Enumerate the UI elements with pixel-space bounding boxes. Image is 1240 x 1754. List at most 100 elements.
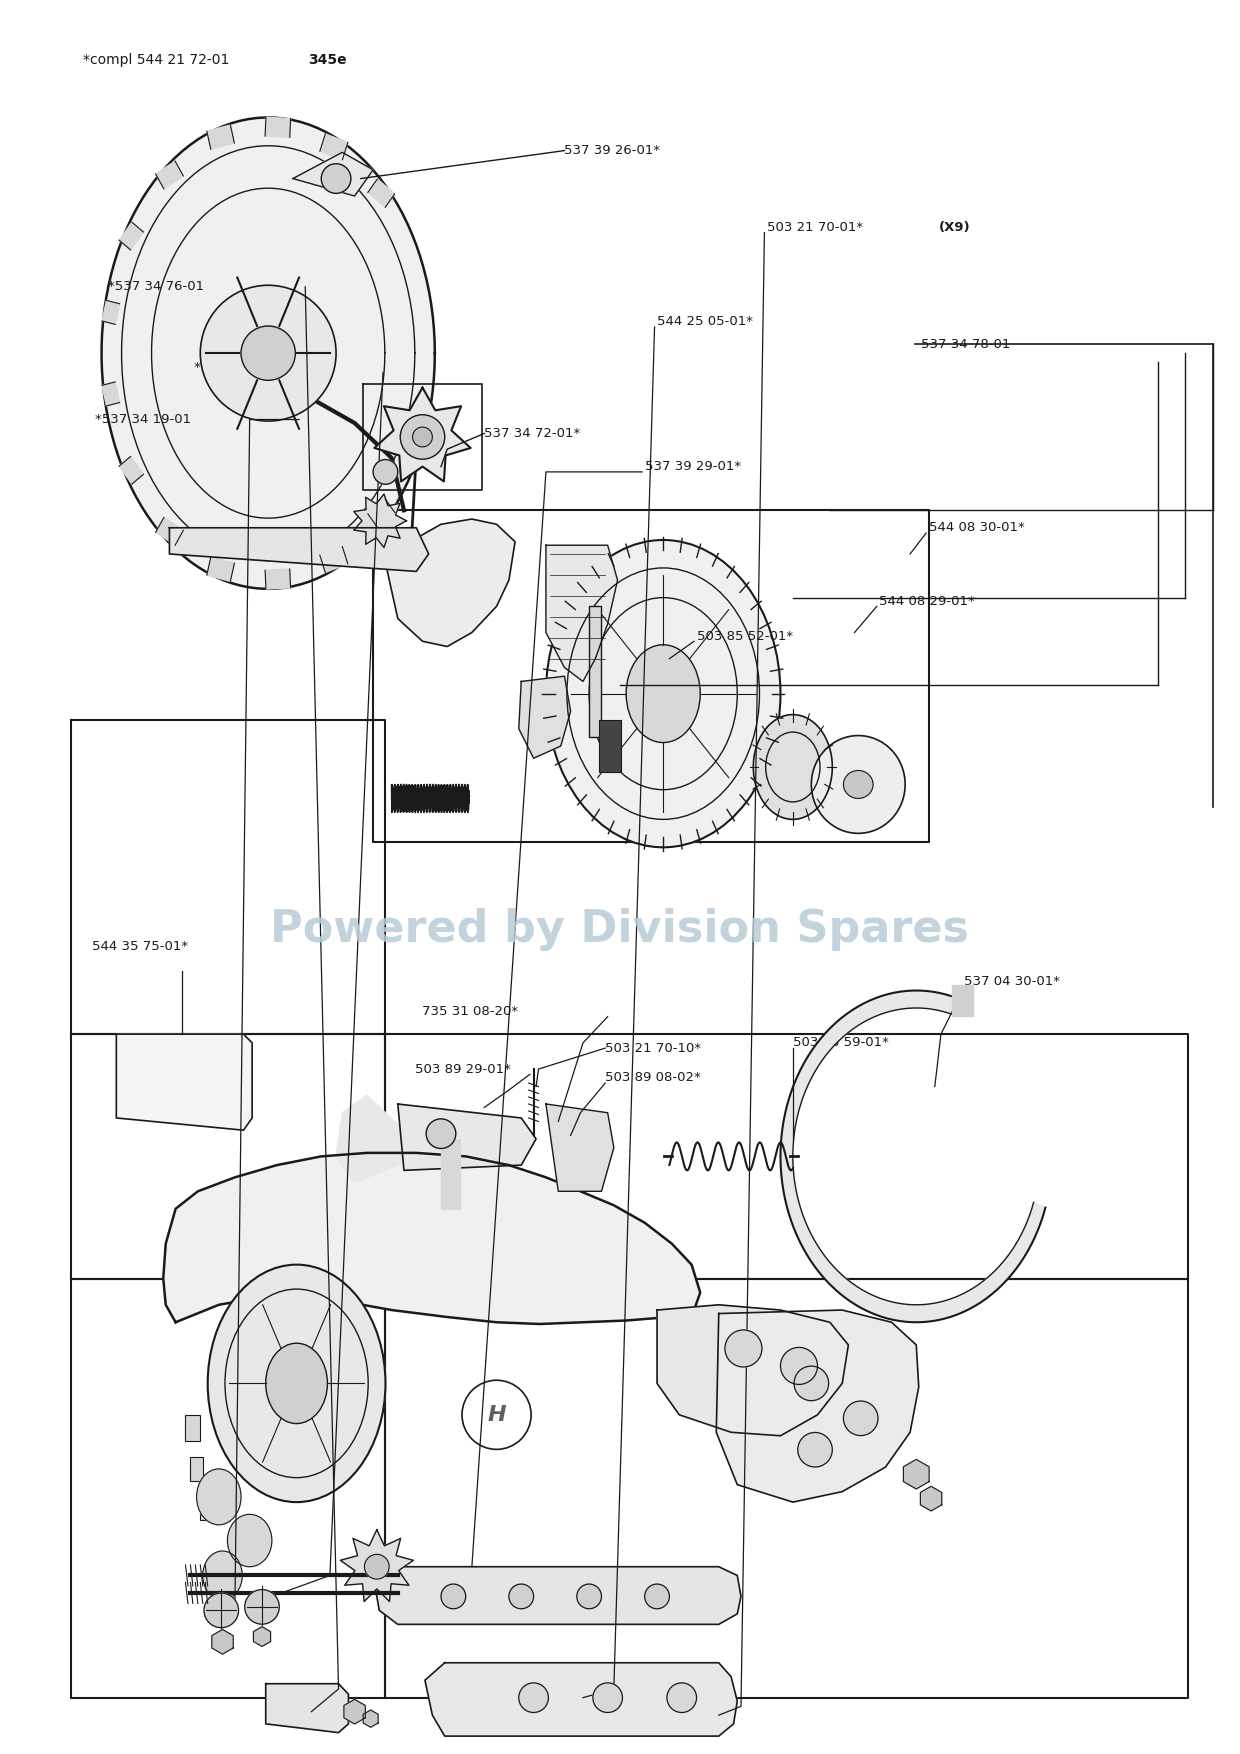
Polygon shape bbox=[102, 118, 435, 589]
Polygon shape bbox=[340, 1529, 413, 1601]
Circle shape bbox=[427, 1119, 456, 1149]
Polygon shape bbox=[207, 125, 234, 149]
Polygon shape bbox=[164, 1152, 701, 1324]
Text: 503 21 70-10*: 503 21 70-10* bbox=[605, 1042, 702, 1054]
Circle shape bbox=[413, 426, 433, 447]
Polygon shape bbox=[353, 495, 407, 547]
Polygon shape bbox=[920, 1486, 941, 1510]
Polygon shape bbox=[376, 1566, 742, 1624]
Ellipse shape bbox=[811, 735, 905, 833]
Text: 503 89 29-01*: 503 89 29-01* bbox=[415, 1063, 511, 1075]
Text: 503 85 52-01*: 503 85 52-01* bbox=[697, 630, 792, 642]
Polygon shape bbox=[386, 519, 515, 647]
Ellipse shape bbox=[546, 540, 780, 847]
Polygon shape bbox=[398, 1103, 536, 1170]
Polygon shape bbox=[373, 510, 929, 842]
Ellipse shape bbox=[626, 645, 701, 742]
Polygon shape bbox=[102, 382, 119, 405]
Circle shape bbox=[667, 1682, 697, 1712]
Polygon shape bbox=[657, 1305, 848, 1437]
Circle shape bbox=[797, 1433, 832, 1466]
Polygon shape bbox=[374, 388, 471, 481]
Ellipse shape bbox=[227, 1514, 272, 1566]
Polygon shape bbox=[425, 1663, 738, 1736]
Circle shape bbox=[794, 1366, 828, 1401]
Text: *537 01 74-01: *537 01 74-01 bbox=[195, 361, 290, 374]
Polygon shape bbox=[71, 719, 386, 1035]
Circle shape bbox=[508, 1584, 533, 1608]
Circle shape bbox=[441, 1584, 466, 1608]
Polygon shape bbox=[265, 1684, 348, 1733]
Polygon shape bbox=[293, 153, 373, 196]
Polygon shape bbox=[386, 1035, 1188, 1279]
Polygon shape bbox=[780, 991, 1045, 1323]
Polygon shape bbox=[320, 133, 348, 160]
Circle shape bbox=[365, 1554, 389, 1579]
Polygon shape bbox=[904, 1459, 929, 1489]
Text: 544 08 30-01*: 544 08 30-01* bbox=[929, 521, 1024, 535]
Polygon shape bbox=[212, 1629, 233, 1654]
Circle shape bbox=[401, 414, 445, 460]
Circle shape bbox=[518, 1682, 548, 1712]
Circle shape bbox=[593, 1682, 622, 1712]
Polygon shape bbox=[952, 984, 973, 1016]
Polygon shape bbox=[546, 545, 618, 682]
Ellipse shape bbox=[265, 1344, 327, 1424]
Bar bbox=[599, 719, 621, 772]
Ellipse shape bbox=[843, 770, 873, 798]
Circle shape bbox=[780, 1347, 817, 1384]
Bar bbox=[589, 607, 601, 737]
Circle shape bbox=[645, 1584, 670, 1608]
Polygon shape bbox=[368, 179, 394, 207]
Polygon shape bbox=[253, 1626, 270, 1647]
Polygon shape bbox=[441, 1138, 460, 1209]
Text: *compl 544 21 72-01: *compl 544 21 72-01 bbox=[83, 53, 234, 67]
Polygon shape bbox=[102, 300, 119, 324]
Circle shape bbox=[373, 460, 398, 484]
Circle shape bbox=[321, 163, 351, 193]
Polygon shape bbox=[336, 1094, 423, 1182]
Circle shape bbox=[201, 286, 336, 421]
Polygon shape bbox=[119, 456, 144, 484]
Polygon shape bbox=[119, 223, 144, 249]
Circle shape bbox=[241, 326, 295, 381]
Ellipse shape bbox=[207, 1265, 386, 1501]
Text: 735 31 08-20*: 735 31 08-20* bbox=[423, 1005, 518, 1017]
Polygon shape bbox=[386, 1279, 1188, 1698]
Circle shape bbox=[577, 1584, 601, 1608]
Text: H: H bbox=[487, 1405, 506, 1424]
Text: 544 25 05-01*: 544 25 05-01* bbox=[657, 316, 753, 328]
Ellipse shape bbox=[197, 1468, 241, 1524]
Polygon shape bbox=[265, 568, 290, 589]
Text: 537 34 78-01: 537 34 78-01 bbox=[921, 339, 1011, 351]
Bar bbox=[191, 1458, 203, 1480]
Circle shape bbox=[725, 1330, 761, 1366]
Text: 503 21 70-01*: 503 21 70-01* bbox=[766, 221, 867, 233]
Text: 544 08 29-01*: 544 08 29-01* bbox=[879, 595, 975, 607]
Polygon shape bbox=[265, 118, 290, 137]
Polygon shape bbox=[170, 528, 429, 572]
Polygon shape bbox=[71, 1279, 386, 1698]
Circle shape bbox=[244, 1589, 279, 1624]
Polygon shape bbox=[717, 1310, 919, 1501]
Text: (X9): (X9) bbox=[939, 221, 970, 233]
Polygon shape bbox=[343, 1700, 366, 1724]
Text: 503 89 08-02*: 503 89 08-02* bbox=[605, 1072, 701, 1084]
Text: 537 39 26-01*: 537 39 26-01* bbox=[564, 144, 661, 158]
Polygon shape bbox=[320, 547, 348, 572]
Polygon shape bbox=[156, 517, 184, 545]
Bar bbox=[186, 1415, 201, 1442]
Text: Powered by Division Spares: Powered by Division Spares bbox=[270, 909, 970, 951]
Polygon shape bbox=[368, 500, 394, 528]
Circle shape bbox=[205, 1593, 238, 1628]
Polygon shape bbox=[71, 1035, 386, 1279]
Text: 544 35 75-01*: 544 35 75-01* bbox=[92, 940, 187, 954]
Text: 345e: 345e bbox=[308, 53, 346, 67]
Ellipse shape bbox=[754, 714, 832, 819]
Text: *537 34 76-01: *537 34 76-01 bbox=[108, 281, 203, 293]
Polygon shape bbox=[156, 161, 184, 189]
Polygon shape bbox=[363, 1710, 378, 1728]
Polygon shape bbox=[546, 1103, 614, 1191]
Bar bbox=[201, 1496, 215, 1519]
Text: 503 46 59-01*: 503 46 59-01* bbox=[792, 1037, 889, 1049]
